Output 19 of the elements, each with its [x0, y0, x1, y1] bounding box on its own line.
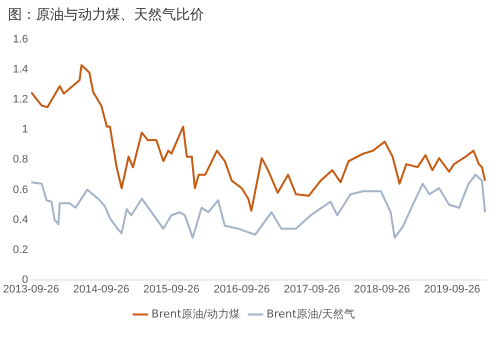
y-tick-label: 1	[22, 124, 28, 136]
y-tick-label: 0.6	[12, 184, 28, 196]
legend-label: Brent原油/天然气	[266, 307, 356, 320]
x-tick-label: 2018-09-26	[354, 283, 410, 296]
x-tick-label: 2013-09-26	[2, 283, 60, 296]
x-tick-label: 2014-09-26	[73, 283, 130, 296]
y-tick-label: 1.2	[12, 94, 28, 106]
x-tick-label: 2015-09-26	[143, 283, 200, 296]
y-tick-label: 1.6	[12, 34, 28, 46]
y-tick-label: 0.4	[12, 214, 28, 226]
x-tick-label: 2019-09-26	[424, 283, 480, 296]
y-tick-label: 0	[22, 274, 28, 286]
x-tick-label: 2017-09-26	[284, 283, 340, 296]
legend-label: Brent原油/动力煤	[151, 307, 240, 320]
y-tick-label: 0.8	[12, 154, 28, 166]
y-tick-label: 0.2	[12, 244, 28, 256]
chart-title: 图：原油与动力煤、天然气比价	[7, 6, 205, 25]
x-tick-label: 2016-09-26	[214, 283, 270, 296]
y-tick-label: 1.4	[12, 64, 28, 76]
